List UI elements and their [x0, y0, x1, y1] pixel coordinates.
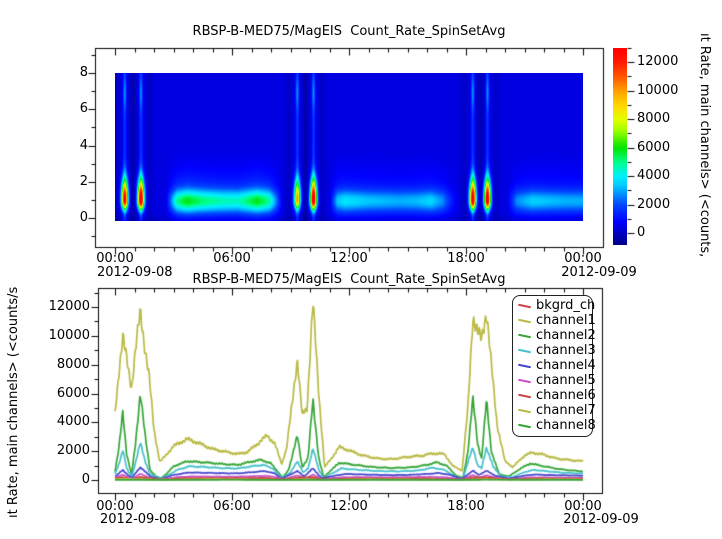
y-tick-label: 12000	[48, 299, 90, 314]
colorbar-tick-label: 12000	[637, 54, 679, 69]
legend-line-swatch	[517, 303, 532, 309]
x-tick-label: 12:00	[330, 499, 368, 514]
x-tick-label: 00:00	[96, 251, 134, 266]
spectrogram-title: RBSP-B-MED75/MagEIS Count_Rate_SpinSetAv…	[192, 24, 506, 39]
legend-line-swatch	[517, 333, 532, 339]
x-tick-label: 00:00	[564, 251, 602, 266]
legend-label: channel1	[536, 312, 596, 328]
x-axis-date-start: 2012-09-08	[100, 512, 176, 527]
y-tick-label: 2	[79, 174, 88, 189]
legend-label: channel4	[536, 357, 596, 373]
legend-item-channel7[interactable]: channel7	[517, 404, 596, 419]
x-tick-label: 18:00	[447, 251, 485, 266]
legend-item-channel4[interactable]: channel4	[517, 358, 596, 373]
y-tick-label: 6000	[56, 386, 90, 401]
legend-item-channel8[interactable]: channel8	[517, 419, 596, 434]
x-tick-label: 00:00	[564, 499, 602, 514]
colorbar-tick-label: 2000	[637, 197, 671, 212]
x-tick-label: 06:00	[213, 499, 251, 514]
legend-item-channel3[interactable]: channel3	[517, 343, 596, 358]
y-tick-label: 8000	[56, 357, 90, 372]
colorbar-axis-label: ıt Rate, main channels> (<counts,	[697, 33, 712, 258]
x-axis-date-start: 2012-09-08	[97, 265, 173, 280]
y-tick-label: 6	[79, 101, 88, 116]
y-tick-label: 8	[79, 65, 88, 80]
legend-line-swatch	[517, 378, 532, 384]
y-tick-label: 4	[79, 138, 88, 153]
timeseries-title: RBSP-B-MED75/MagEIS Count_Rate_SpinSetAv…	[192, 272, 506, 287]
x-axis-date-end: 2012-09-09	[563, 512, 639, 527]
x-axis-date-end: 2012-09-09	[561, 265, 637, 280]
legend-line-swatch	[517, 363, 532, 369]
colorbar[interactable]	[613, 48, 627, 245]
legend-line-swatch	[517, 423, 532, 429]
spectrogram-canvas[interactable]	[115, 73, 583, 221]
legend-label: channel5	[536, 373, 596, 389]
legend-item-bkgrd_ch[interactable]: bkgrd_ch	[517, 297, 596, 313]
legend-line-swatch	[517, 408, 532, 414]
legend[interactable]: bkgrd_ch channel1 channel2 channel3 channel4…	[512, 295, 596, 437]
colorbar-tick-label: 0	[637, 225, 646, 240]
legend-label: channel7	[536, 403, 596, 419]
colorbar-tick-label: 4000	[637, 168, 671, 183]
x-tick-label: 12:00	[330, 251, 368, 266]
legend-item-channel2[interactable]: channel2	[517, 328, 596, 343]
legend-item-channel5[interactable]: channel5	[517, 374, 596, 389]
legend-item-channel1[interactable]: channel1	[517, 313, 596, 328]
legend-label: channel3	[536, 342, 596, 358]
colorbar-tick-label: 6000	[637, 140, 671, 155]
legend-line-swatch	[517, 318, 532, 324]
y-tick-label: 0	[81, 472, 90, 487]
y-tick-label: 2000	[56, 443, 90, 458]
x-tick-label: 18:00	[447, 499, 485, 514]
legend-label: channel8	[536, 418, 596, 434]
y-tick-label: 0	[79, 210, 88, 225]
legend-item-channel6[interactable]: channel6	[517, 389, 596, 404]
legend-label: channel2	[536, 327, 596, 343]
x-tick-label: 00:00	[96, 499, 134, 514]
legend-line-swatch	[517, 393, 532, 399]
legend-label: channel6	[536, 388, 596, 404]
legend-line-swatch	[517, 348, 532, 354]
x-tick-label: 06:00	[213, 251, 251, 266]
legend-label: bkgrd_ch	[536, 297, 596, 313]
colorbar-tick-label: 10000	[637, 83, 679, 98]
colorbar-tick-label: 8000	[637, 111, 671, 126]
y-tick-label: 4000	[56, 414, 90, 429]
y-tick-label: 10000	[48, 328, 90, 343]
